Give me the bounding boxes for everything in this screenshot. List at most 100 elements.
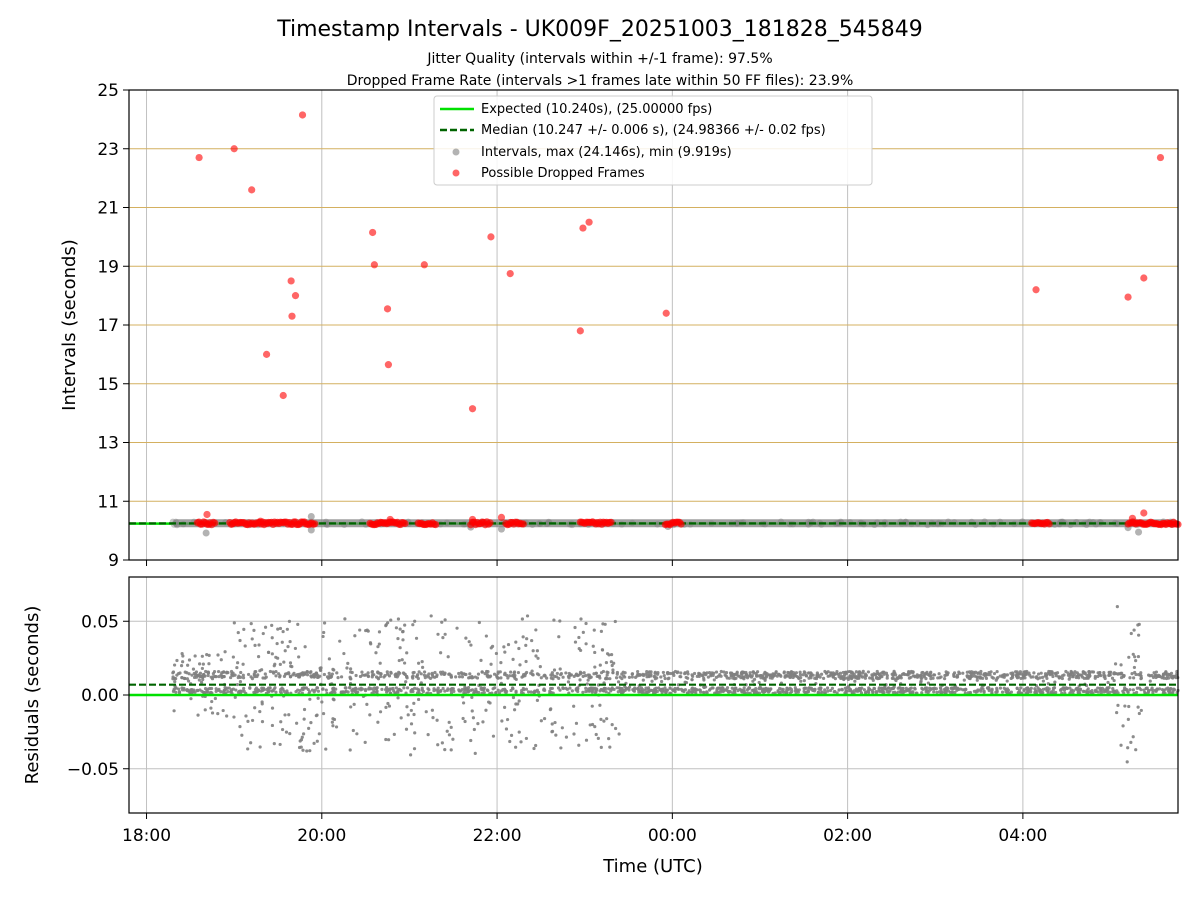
residual-point xyxy=(386,672,390,676)
residual-point xyxy=(532,690,536,695)
residual-point xyxy=(415,673,420,677)
residual-point xyxy=(606,670,610,675)
residual-point xyxy=(702,676,706,680)
dropped-frame-point xyxy=(468,515,477,524)
residual-point xyxy=(1100,686,1105,690)
residual-point xyxy=(804,674,809,678)
residual-point xyxy=(1139,677,1143,681)
residual-point xyxy=(514,640,518,644)
residual-point xyxy=(1147,673,1151,677)
residual-point xyxy=(620,677,624,681)
residual-point xyxy=(762,687,766,691)
residual-point xyxy=(405,674,409,679)
residual-point xyxy=(426,687,430,691)
residual-point xyxy=(209,690,213,694)
residual-point xyxy=(679,671,683,675)
dropped-frame-point xyxy=(369,228,377,237)
residual-point xyxy=(307,726,311,730)
residual-point xyxy=(673,686,677,691)
intervals-ytick-label: 13 xyxy=(97,434,119,454)
residual-point xyxy=(685,670,690,674)
residual-point xyxy=(260,720,265,724)
residual-point xyxy=(929,677,933,681)
residual-point xyxy=(239,670,243,675)
residual-point xyxy=(368,713,372,717)
residual-point xyxy=(986,673,990,677)
residual-point xyxy=(264,675,268,679)
residual-point xyxy=(641,673,646,678)
residual-point xyxy=(272,671,276,675)
residual-point xyxy=(1146,690,1151,694)
residual-point xyxy=(915,675,920,679)
residual-point xyxy=(1162,689,1166,694)
residual-point xyxy=(520,617,524,621)
residual-point xyxy=(913,675,917,679)
residual-point xyxy=(346,661,350,665)
time-xtick-label: 00:00 xyxy=(648,826,697,846)
residual-point xyxy=(322,672,327,677)
residual-point xyxy=(1122,674,1126,678)
residual-point xyxy=(363,687,368,692)
residual-point xyxy=(610,723,614,727)
residual-point xyxy=(353,634,357,638)
residual-point xyxy=(467,640,471,644)
residual-point xyxy=(630,672,634,676)
residual-point xyxy=(398,671,402,675)
residual-point xyxy=(349,667,353,671)
residual-point xyxy=(595,674,599,679)
residual-point xyxy=(1022,688,1026,692)
residual-point xyxy=(659,675,663,679)
residual-point xyxy=(717,690,721,695)
dropped-frame-point xyxy=(248,186,256,194)
residual-point xyxy=(186,663,190,667)
residual-point xyxy=(616,690,620,694)
residual-point xyxy=(794,687,798,692)
intervals-ytick-label: 11 xyxy=(97,492,119,512)
residual-point xyxy=(697,672,701,677)
residual-point xyxy=(1123,687,1127,691)
residual-point xyxy=(278,675,282,679)
residual-point xyxy=(614,726,618,731)
residual-point xyxy=(518,663,522,667)
dropped-frame-point xyxy=(585,218,593,226)
residual-point xyxy=(198,688,202,692)
residual-point xyxy=(331,697,335,701)
dropped-frame-point xyxy=(401,519,409,528)
residual-point xyxy=(1087,670,1091,674)
residual-point xyxy=(379,672,383,676)
residual-point xyxy=(609,660,613,664)
residual-point xyxy=(1136,705,1140,709)
residual-point xyxy=(729,672,733,677)
residual-point xyxy=(616,680,621,684)
residual-point xyxy=(886,686,891,690)
residual-point xyxy=(253,670,257,674)
residual-point xyxy=(637,673,642,677)
residual-point xyxy=(387,738,391,742)
residual-point xyxy=(998,686,1003,690)
dropped-frame-point xyxy=(384,361,393,369)
residual-point xyxy=(422,670,427,674)
residual-point xyxy=(570,689,574,693)
residual-point xyxy=(287,713,291,717)
residual-point xyxy=(794,691,798,695)
residual-point xyxy=(348,676,353,681)
residual-point xyxy=(599,717,603,721)
residual-point xyxy=(664,691,668,695)
time-x-ticks: 18:00 20:00 22:00 00:00 02:00 04:00 xyxy=(122,813,1047,846)
residual-point xyxy=(317,732,321,736)
residual-point xyxy=(557,635,561,639)
residual-point xyxy=(802,689,806,693)
residual-point xyxy=(295,721,299,725)
residual-point xyxy=(314,672,318,676)
residual-point xyxy=(894,673,898,677)
residual-point xyxy=(841,675,846,679)
residual-point xyxy=(1093,689,1098,693)
residual-point xyxy=(557,676,561,680)
residual-point xyxy=(471,716,476,720)
residual-point xyxy=(417,697,421,702)
residual-point xyxy=(1171,689,1175,693)
residual-point xyxy=(258,669,262,673)
residual-point xyxy=(522,672,526,677)
residual-point xyxy=(866,690,871,694)
residual-point xyxy=(718,672,722,677)
